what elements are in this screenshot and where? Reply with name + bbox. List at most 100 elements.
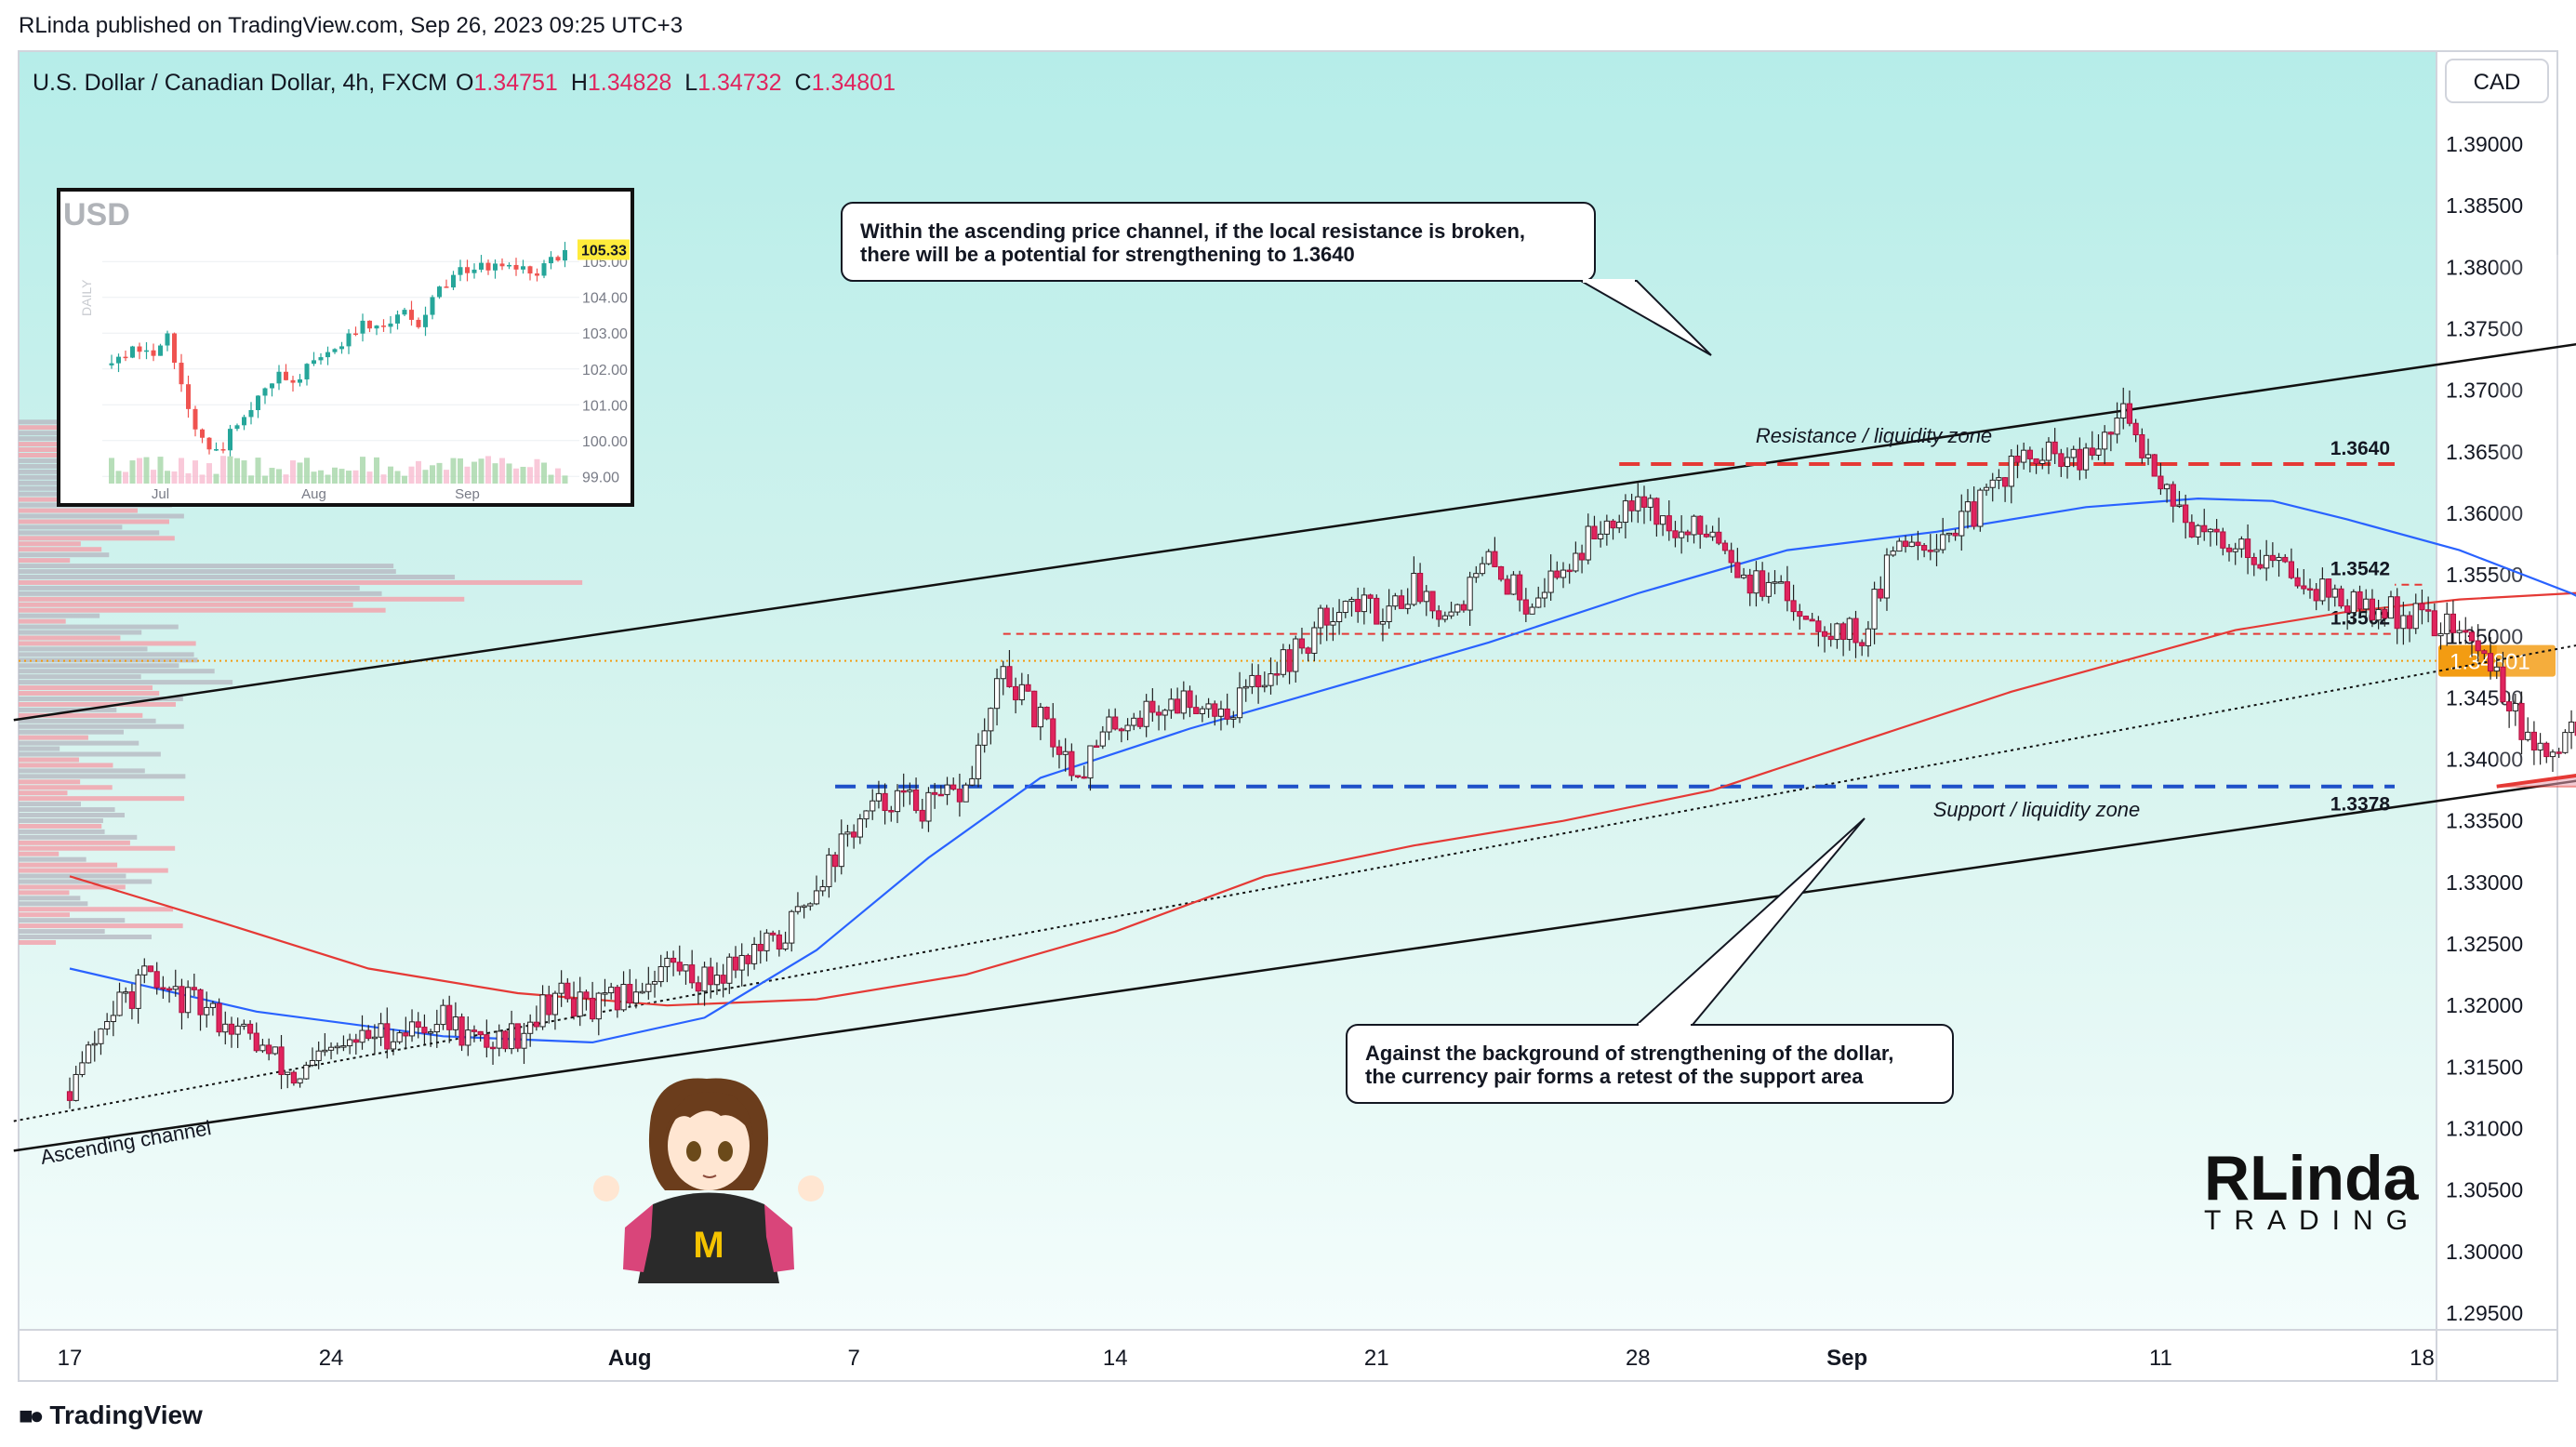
- candle-body-98: [676, 962, 683, 972]
- inset-candle-body-33: [339, 346, 344, 350]
- channel-middle-line: [13, 644, 2576, 1122]
- inset-volume-bar-50: [458, 458, 463, 484]
- candle-body-221: [1441, 615, 1448, 620]
- candle-body-213: [1392, 595, 1399, 607]
- high-label: H: [571, 70, 588, 96]
- candle-body-333: [2139, 434, 2145, 458]
- volume-profile-bar-4: [19, 918, 126, 923]
- time-axis[interactable]: 1724Aug7142128Sep111825Oct9: [58, 1346, 2576, 1371]
- candle-body-299: [1927, 550, 1933, 552]
- candle-body-265: [1716, 531, 1722, 544]
- rlinda-logo-main: RLinda: [2204, 1143, 2420, 1214]
- inset-volume-bar-7: [157, 457, 164, 484]
- candle-body-54: [403, 1032, 409, 1037]
- volume-profile-bar-67: [19, 569, 396, 575]
- volume-profile-bar-8: [19, 896, 81, 901]
- inset-volume-bar-2: [123, 471, 128, 484]
- inset-volume-bar-21: [255, 458, 261, 484]
- candle-body-171: [1131, 717, 1137, 726]
- volume-profile-bar-74: [19, 530, 160, 536]
- volume-profile-bar-32: [19, 763, 113, 768]
- inset-volume-bar-36: [360, 457, 365, 484]
- candle-body-103: [708, 966, 714, 986]
- candle-body-347: [2225, 547, 2233, 552]
- candle-body-304: [1959, 511, 1965, 537]
- candle-body-81: [570, 998, 578, 1017]
- candle-body-175: [1155, 711, 1162, 716]
- candle-body-273: [1765, 581, 1772, 597]
- volume-profile-bar-46: [19, 685, 153, 691]
- candle-body-100: [689, 964, 696, 984]
- inset-price-tick-5: 100.00: [582, 434, 628, 450]
- channel-lower-line: [13, 779, 2576, 1152]
- candle-body-52: [390, 1041, 397, 1050]
- low-value: 1.34732: [697, 70, 781, 96]
- inset-candle-body-7: [158, 345, 163, 356]
- candle-body-367: [2350, 591, 2357, 614]
- volume-profile-bar-30: [19, 774, 186, 779]
- candle-body-132: [888, 810, 895, 813]
- inset-volume-bar-30: [318, 470, 324, 484]
- candle-body-127: [856, 818, 863, 838]
- candle-body-217: [1416, 573, 1424, 603]
- inset-candle-body-12: [193, 408, 198, 430]
- mascot-left-eye: [686, 1141, 701, 1162]
- candle-body-164: [1087, 745, 1094, 779]
- publisher-line: RLinda published on TradingView.com, Sep…: [19, 13, 684, 38]
- candle-body-318: [2045, 441, 2052, 461]
- support-zone-label: Support / liquidity zone: [1933, 798, 2141, 821]
- price-tick-18: 1.30000: [2446, 1240, 2523, 1264]
- candle-body-42: [327, 1046, 335, 1051]
- price-tick-4: 1.37000: [2446, 378, 2523, 403]
- candle-body-220: [1436, 610, 1442, 620]
- candle-body-282: [1821, 631, 1828, 637]
- inset-time-tick-2: Sep: [455, 486, 480, 502]
- candle-body-342: [2195, 524, 2201, 538]
- candle-body-292: [1883, 554, 1891, 599]
- candle-body-64: [465, 1029, 471, 1046]
- candle-body-343: [2201, 524, 2208, 533]
- candle-body-30: [253, 1032, 259, 1052]
- candle-body-280: [1809, 618, 1815, 622]
- volume-profile-bar-20: [19, 829, 105, 834]
- candle-body-276: [1784, 581, 1791, 602]
- close-label: C: [795, 70, 812, 96]
- inset-axis: 105.00104.00103.00102.00101.00100.0099.0…: [152, 239, 630, 502]
- candle-body-274: [1772, 581, 1778, 584]
- volume-profile-bar-18: [19, 840, 130, 845]
- candle-body-14: [153, 971, 160, 989]
- candle-body-169: [1118, 728, 1124, 732]
- inset-candle-body-21: [256, 395, 260, 411]
- mascot-right-eye: [718, 1141, 733, 1162]
- candle-body-148: [988, 708, 994, 732]
- candle-body-34: [278, 1046, 285, 1075]
- candle-body-114: [776, 934, 782, 950]
- inset-volume-bar-5: [143, 457, 150, 484]
- level-label-1: 1.3542: [2330, 559, 2390, 580]
- candle-body-56: [415, 1021, 421, 1029]
- volume-profile-bar-65: [19, 579, 583, 585]
- time-tick-7: Sep: [1826, 1346, 1867, 1371]
- candle-body-211: [1379, 620, 1387, 625]
- tradingview-logo[interactable]: ■● TradingView: [19, 1401, 203, 1430]
- candle-body-1: [73, 1073, 79, 1101]
- candle-body-24: [216, 1002, 222, 1033]
- candle-body-254: [1647, 498, 1653, 508]
- candle-body-361: [2313, 589, 2319, 602]
- volume-profile-bar-25: [19, 802, 81, 807]
- candle-body-162: [1074, 775, 1082, 777]
- candle-body-218: [1423, 591, 1429, 603]
- candle-body-303: [1952, 532, 1959, 537]
- candle-body-271: [1753, 570, 1759, 594]
- candle-body-107: [732, 956, 739, 971]
- inset-volume-bar-19: [241, 460, 247, 484]
- price-axis-background: [2437, 51, 2557, 1381]
- candle-body-80: [564, 982, 571, 1000]
- candle-body-373: [2387, 596, 2395, 619]
- currency-button[interactable]: [2445, 59, 2549, 103]
- candle-body-119: [807, 903, 814, 907]
- candle-body-327: [2102, 431, 2108, 450]
- candle-body-25: [222, 1023, 229, 1033]
- volume-profile-bar-50: [19, 663, 179, 669]
- inset-candle-body-4: [137, 346, 142, 352]
